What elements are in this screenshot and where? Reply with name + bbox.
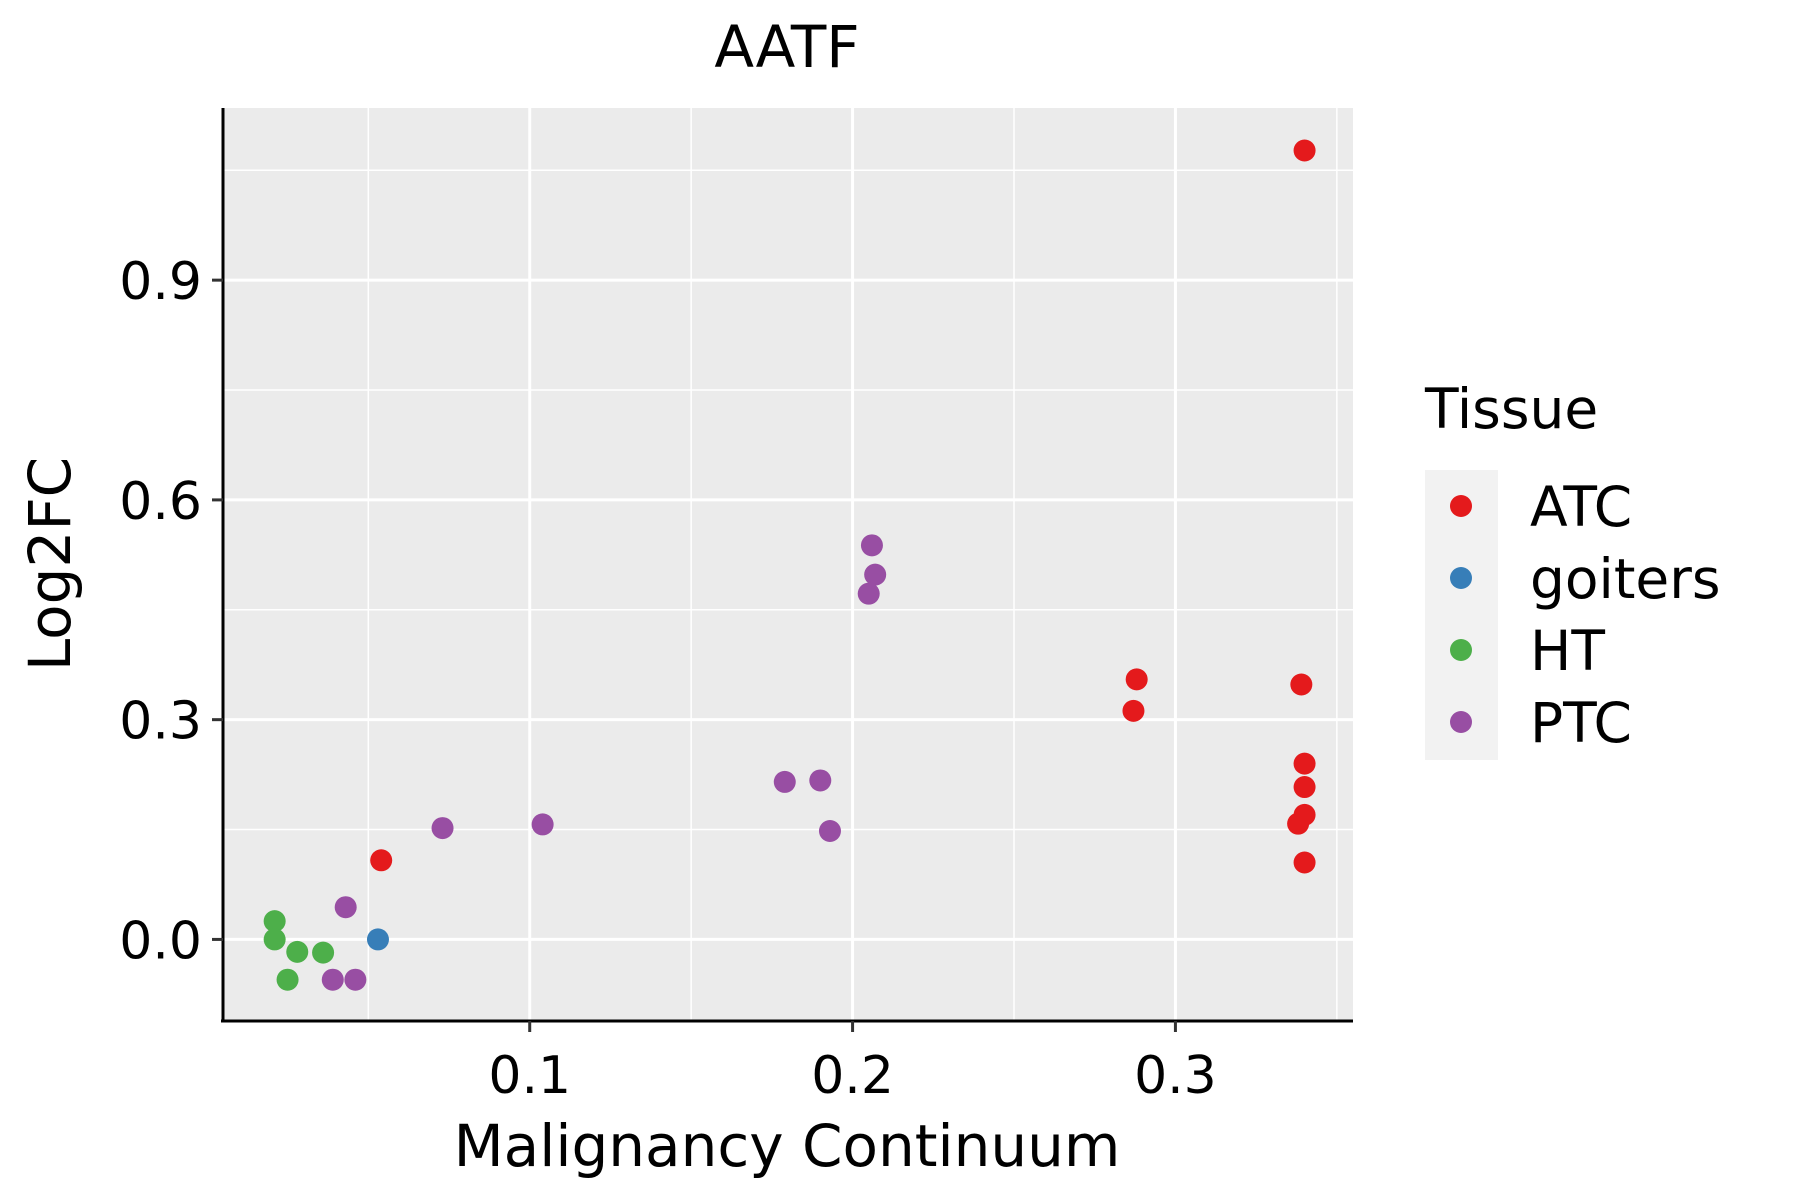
legend-label-ht: HT (1530, 619, 1605, 683)
y-tick-label: 0.6 (119, 472, 202, 532)
legend-label-atc: ATC (1530, 475, 1632, 539)
point-atc (1122, 699, 1145, 722)
point-ptc (809, 769, 832, 792)
plot-panel (223, 108, 1353, 1020)
x-tick-label: 0.1 (488, 1046, 571, 1106)
legend-key-goiters (1450, 567, 1472, 589)
x-axis-ticks: 0.1 0.2 0.3 (488, 1021, 1217, 1106)
y-tick-label: 0.9 (119, 252, 202, 312)
legend-key-ht (1450, 639, 1472, 661)
y-tick-label: 0.0 (119, 911, 202, 971)
legend-key-atc (1450, 495, 1472, 517)
x-axis-title: Malignancy Continuum (454, 1112, 1121, 1180)
point-atc (1293, 752, 1316, 775)
data-points (263, 139, 1316, 991)
point-atc (1293, 851, 1316, 874)
y-axis-title: Log2FC (16, 457, 84, 671)
point-ht (263, 910, 286, 933)
point-atc (370, 849, 393, 872)
legend-label-ptc: PTC (1530, 691, 1632, 755)
minor-gridlines (223, 108, 1353, 1020)
legend-label-goiters: goiters (1530, 547, 1721, 611)
point-atc (1293, 776, 1316, 799)
point-ptc (431, 817, 454, 840)
y-axis-ticks: 0.0 0.3 0.6 0.9 (119, 252, 223, 971)
point-atc (1287, 812, 1310, 835)
x-tick-label: 0.2 (811, 1046, 894, 1106)
chart-title: AATF (714, 13, 859, 81)
major-gridlines (223, 108, 1353, 1020)
point-goiters (366, 928, 389, 951)
point-ptc (531, 813, 554, 836)
x-tick-label: 0.3 (1134, 1046, 1217, 1106)
point-ptc (344, 968, 367, 991)
point-ptc (860, 534, 883, 557)
point-atc (1125, 668, 1148, 691)
point-ptc (818, 820, 841, 843)
point-ht (286, 940, 309, 963)
point-ptc (321, 968, 344, 991)
point-atc (1290, 673, 1313, 696)
legend-key-ptc (1450, 711, 1472, 733)
point-ht (312, 941, 335, 964)
point-atc (1293, 139, 1316, 162)
y-tick-label: 0.3 (119, 692, 202, 752)
point-ht (263, 928, 286, 951)
point-ptc (334, 896, 357, 919)
point-ptc (864, 563, 887, 586)
point-ptc (773, 770, 796, 793)
legend-title: Tissue (1424, 377, 1598, 441)
point-ptc (857, 582, 880, 605)
legend: Tissue ATC goiters HT PTC (1424, 377, 1721, 760)
point-ht (276, 968, 299, 991)
